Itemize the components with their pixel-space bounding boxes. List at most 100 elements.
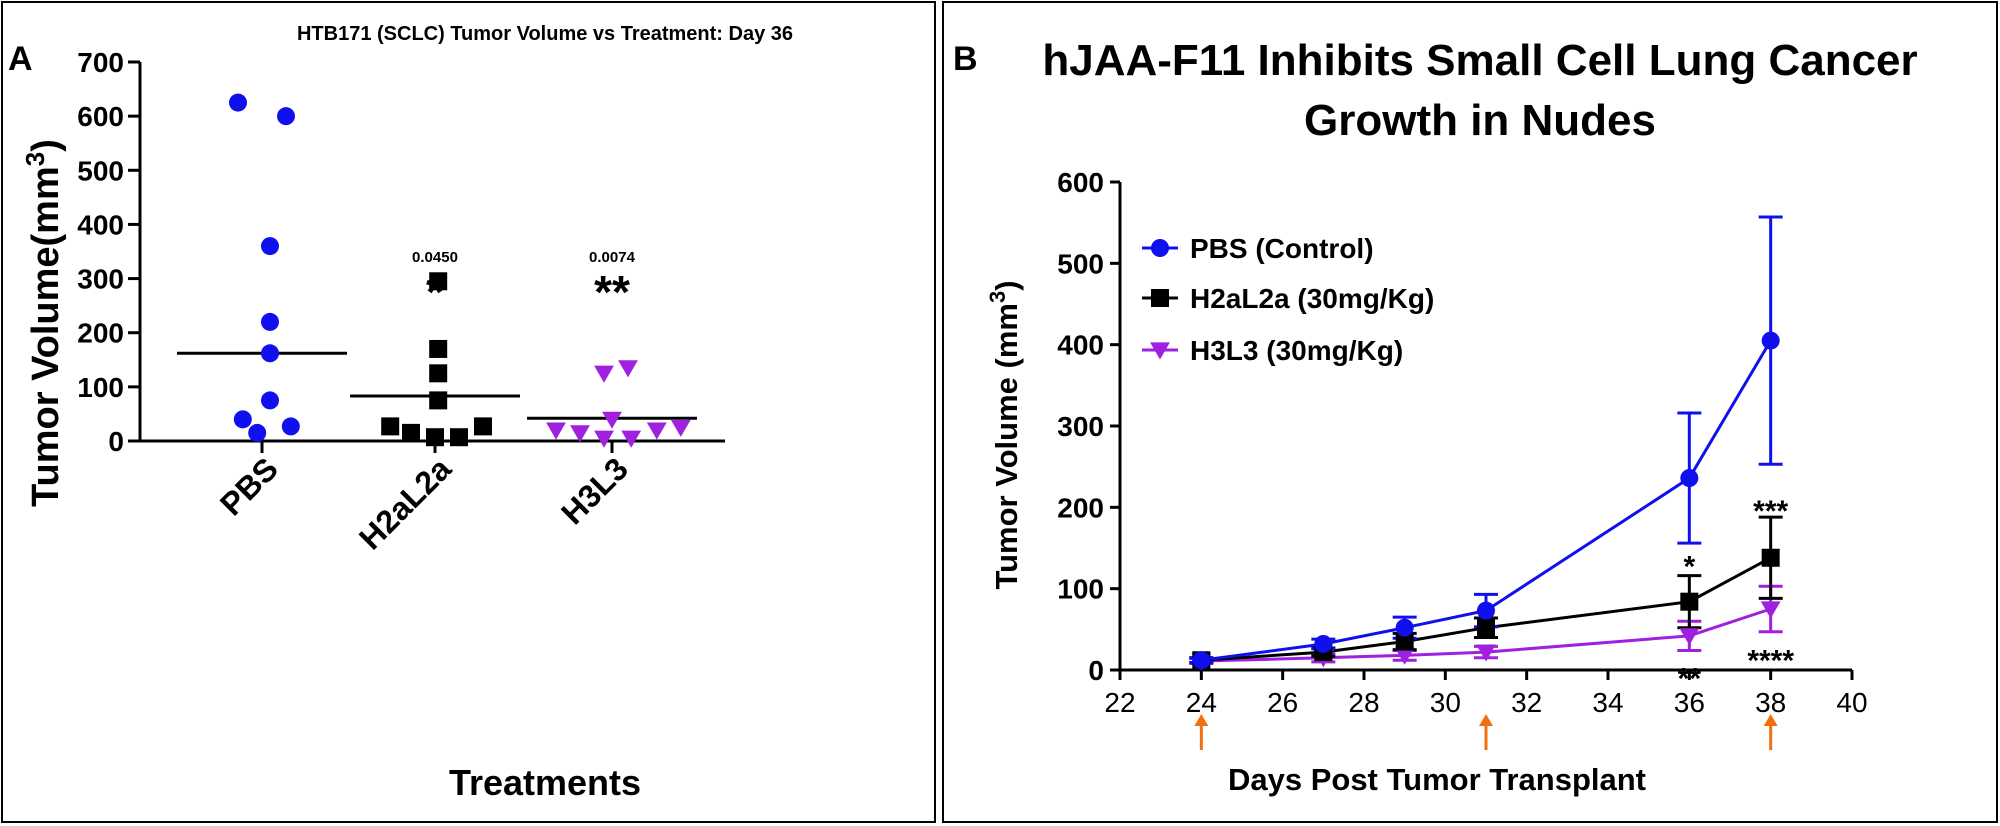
panel-b-point xyxy=(1761,548,1780,567)
panel-b-point xyxy=(1760,601,1781,619)
panel-b-y-tick-label: 100 xyxy=(1057,574,1104,605)
panel-b-x-tick-label: 30 xyxy=(1430,687,1461,718)
panel-b-title-line2: Growth in Nudes xyxy=(1304,96,1656,145)
panel-b-letter: B xyxy=(953,40,978,78)
panel-a-point xyxy=(281,417,300,436)
panel-a-y-tick-label: 500 xyxy=(77,155,124,186)
panel-b-significance-stars: ** xyxy=(1678,663,1702,696)
panel-b-point xyxy=(1477,618,1495,637)
panel-b-significance-stars: * xyxy=(1683,550,1695,583)
panel-b-significance-stars: **** xyxy=(1747,645,1794,678)
panel-b-x-tick-label: 32 xyxy=(1511,687,1542,718)
panel-a-point xyxy=(570,425,590,443)
panel-b-x-tick-label: 40 xyxy=(1836,687,1867,718)
panel-b-x-tick-label: 38 xyxy=(1755,687,1786,718)
panel-a-point xyxy=(261,391,279,410)
panel-a-y-tick-label: 600 xyxy=(77,101,124,132)
panel-a-point xyxy=(546,422,566,440)
panel-b-point xyxy=(1680,469,1699,488)
panel-a-letter: A xyxy=(8,40,33,78)
panel-a-significance-stars: * xyxy=(426,266,444,318)
panel-b-ylabel-close: ) xyxy=(989,280,1024,290)
panel-a-point xyxy=(474,417,492,436)
panel-a-point xyxy=(261,237,279,256)
panel-a-y-tick-label: 200 xyxy=(77,318,124,349)
panel-b-y-tick-label: 300 xyxy=(1057,411,1104,442)
panel-b-x-tick-label: 28 xyxy=(1348,687,1379,718)
panel-a-point xyxy=(602,411,622,429)
panel-b-x-tick-label: 22 xyxy=(1104,687,1135,718)
panel-a-ylabel-main: Tumor Volume(mm xyxy=(25,166,67,507)
panel-a-x-tick-label: H3L3 xyxy=(554,450,635,531)
panel-a-title: HTB171 (SCLC) Tumor Volume vs Treatment:… xyxy=(297,23,793,45)
panel-a-y-tick-label: 400 xyxy=(77,209,124,240)
panel-b-series-line xyxy=(1201,607,1772,663)
panel-b-point xyxy=(1476,644,1496,662)
panel-a-p-value: 0.0450 xyxy=(412,249,458,266)
panel-b-point xyxy=(1394,647,1415,665)
panel-b-series-line xyxy=(1201,339,1772,662)
panel-a-point xyxy=(621,430,642,448)
panel-a-point xyxy=(450,428,468,447)
panel-a-p-value: 0.0074 xyxy=(589,249,636,266)
panel-b-xlabel: Days Post Tumor Transplant xyxy=(1228,762,1646,797)
panel-b-point xyxy=(1679,628,1700,646)
panel-a-point xyxy=(402,423,420,442)
panel-b-x-tick-label: 34 xyxy=(1592,687,1623,718)
panel-b-frame xyxy=(942,1,1998,823)
panel-a-point xyxy=(261,344,279,363)
panel-b-title-line1: hJAA-F11 Inhibits Small Cell Lung Cancer xyxy=(1042,36,1917,85)
panel-b-treatment-arrow-head xyxy=(1194,714,1209,726)
panel-b-y-tick-label: 600 xyxy=(1057,167,1104,198)
panel-a-point xyxy=(426,428,444,447)
panel-a-y-tick-label: 100 xyxy=(77,372,124,403)
panel-a-x-tick-label: PBS xyxy=(213,450,285,522)
panel-b-legend-label: PBS (Control) xyxy=(1190,233,1374,264)
panel-a-ylabel: Tumor Volume(mm3) xyxy=(20,139,67,507)
panel-b-legend-label: H3L3 (30mg/Kg) xyxy=(1190,335,1403,366)
panel-a-point xyxy=(429,339,448,358)
panel-a-point xyxy=(594,365,614,383)
panel-b-treatment-arrow-head xyxy=(1763,714,1778,726)
panel-b-point xyxy=(1477,601,1495,620)
panel-a-point xyxy=(233,410,252,429)
panel-b-plot: 0 100 200 300 400 500 600 22 24 26 28 30 32 34 36 38 40 P… xyxy=(1057,167,1868,750)
panel-a-plot: 0 100 200 300 400 500 600 700 PBS H2aL2a H3L3 0.045… xyxy=(77,47,725,556)
panel-b-point xyxy=(1761,331,1780,350)
panel-b-legend-marker xyxy=(1151,239,1169,257)
panel-b-y-tick-label: 400 xyxy=(1057,330,1104,361)
panel-a-point xyxy=(429,364,448,383)
panel-b-ylabel-sup: 3 xyxy=(985,291,1010,303)
panel-a-point xyxy=(646,422,667,440)
panel-a-ylabel-close: ) xyxy=(25,139,67,152)
panel-a-y-tick-label: 300 xyxy=(77,264,124,295)
panel-a-point xyxy=(229,93,247,112)
panel-b-point xyxy=(1314,634,1333,653)
panel-b-point xyxy=(1680,592,1699,611)
panel-b-significance-stars: *** xyxy=(1753,495,1788,528)
panel-b-point xyxy=(1192,651,1211,670)
panel-a-significance-stars: ** xyxy=(594,266,630,318)
panel-a-point xyxy=(594,430,614,448)
panel-a-point xyxy=(248,423,267,442)
panel-a-point xyxy=(429,391,448,410)
panel-b-ylabel: Tumor Volume (mm3) xyxy=(985,280,1024,589)
panel-b-ylabel-main: Tumor Volume (mm xyxy=(989,303,1024,589)
panel-a-frame xyxy=(1,1,936,823)
panel-b-x-tick-label: 36 xyxy=(1674,687,1705,718)
panel-b-legend-marker xyxy=(1151,289,1169,307)
panel-b-x-tick-label: 26 xyxy=(1267,687,1298,718)
panel-a-ylabel-sup: 3 xyxy=(20,152,50,166)
panel-a-y-tick-label: 0 xyxy=(108,426,124,457)
panel-b-point xyxy=(1395,632,1414,651)
panel-b-y-tick-label: 500 xyxy=(1057,248,1104,279)
panel-b-y-tick-label: 200 xyxy=(1057,492,1104,523)
panel-a-point xyxy=(261,312,279,331)
panel-b-treatment-arrow-head xyxy=(1479,714,1493,726)
panel-a-point xyxy=(618,360,638,378)
panel-b-x-tick-label: 24 xyxy=(1186,687,1217,718)
panel-a-x-tick-label: H2aL2a xyxy=(352,450,458,556)
panel-b-legend-marker xyxy=(1150,342,1170,360)
panel-a-y-tick-label: 700 xyxy=(77,47,124,78)
